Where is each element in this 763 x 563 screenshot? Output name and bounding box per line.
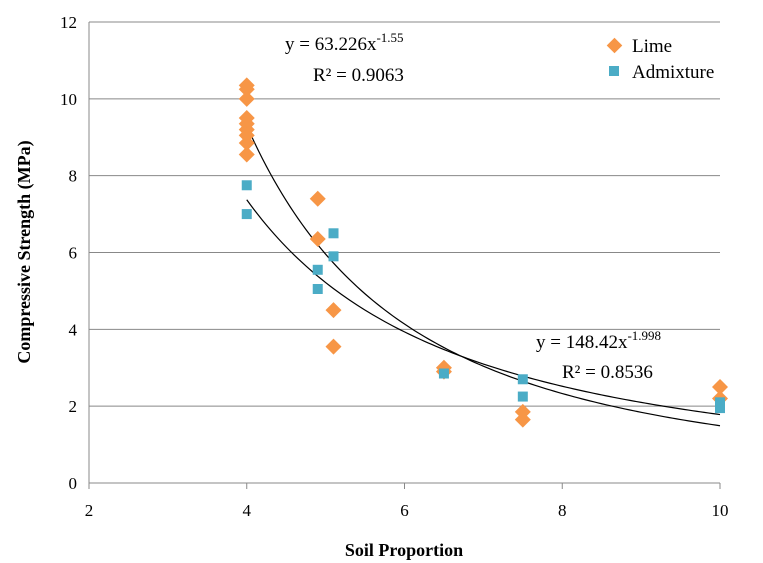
- admixture-point: [438, 368, 449, 379]
- equation-lime-exponent: -1.55: [376, 30, 403, 45]
- r2-admixture: R² = 0.8536: [562, 362, 653, 383]
- trendlines: [246, 125, 721, 427]
- admixture-point: [328, 228, 339, 239]
- lime-point: [238, 146, 255, 163]
- admixture-point: [241, 209, 252, 220]
- equation-admixture-exponent: -1.998: [627, 328, 661, 343]
- lime-point: [309, 231, 326, 248]
- legend-lime-marker: [606, 37, 623, 54]
- trendline-lime: [246, 199, 721, 416]
- x-tick-label: 4: [243, 501, 252, 520]
- x-tick-label: 2: [85, 501, 94, 520]
- admixture-point: [715, 397, 725, 408]
- x-axis-title: Soil Proportion: [345, 540, 463, 560]
- admixture-point: [328, 251, 339, 262]
- lime-point: [309, 190, 326, 207]
- data-points: [238, 77, 728, 428]
- trend-equation-admixture: y = 148.42x-1.998 R² = 0.8536: [536, 328, 661, 383]
- legend-admixture-label: Admixture: [632, 62, 714, 83]
- admixture-point: [241, 180, 252, 191]
- y-tick-label: 10: [60, 90, 77, 109]
- trend-equation-lime: y = 63.226x-1.55 R² = 0.9063: [285, 30, 404, 86]
- lime-point: [712, 378, 728, 395]
- legend-admixture-marker: [609, 66, 619, 76]
- svg-text:y = 63.226x-1.55: y = 63.226x-1.55: [285, 30, 404, 55]
- lime-point: [238, 90, 255, 107]
- legend-lime-label: Lime: [632, 36, 672, 57]
- equation-admixture-base: y = 148.42x: [536, 332, 628, 353]
- y-axis-title: Compressive Strength (MPa): [14, 140, 35, 363]
- svg-text:y = 148.42x-1.998: y = 148.42x-1.998: [536, 328, 661, 353]
- series-admixture: [241, 180, 725, 414]
- y-tick-label: 8: [69, 167, 78, 186]
- y-tick-label: 2: [69, 397, 78, 416]
- trendline-admixture: [246, 125, 721, 427]
- x-tick-label: 10: [712, 501, 729, 520]
- legend: Lime Admixture: [606, 36, 714, 83]
- admixture-point: [312, 264, 323, 275]
- lime-point: [514, 411, 531, 428]
- admixture-point: [517, 391, 528, 402]
- x-tick-label: 8: [558, 501, 567, 520]
- admixture-point: [517, 374, 528, 385]
- x-tick-label: 6: [400, 501, 409, 520]
- lime-point: [325, 338, 342, 355]
- admixture-point: [312, 283, 323, 294]
- axes: [88, 22, 721, 489]
- equation-lime-base: y = 63.226x: [285, 34, 377, 55]
- y-tick-label: 4: [69, 320, 78, 339]
- admixture-point: [715, 403, 725, 414]
- y-tick-label: 6: [69, 244, 78, 263]
- y-tick-label: 0: [69, 474, 78, 493]
- lime-point: [238, 81, 255, 98]
- lime-point: [238, 135, 255, 152]
- y-tick-label: 12: [60, 13, 77, 32]
- lime-point: [325, 302, 342, 319]
- r2-lime: R² = 0.9063: [313, 65, 404, 86]
